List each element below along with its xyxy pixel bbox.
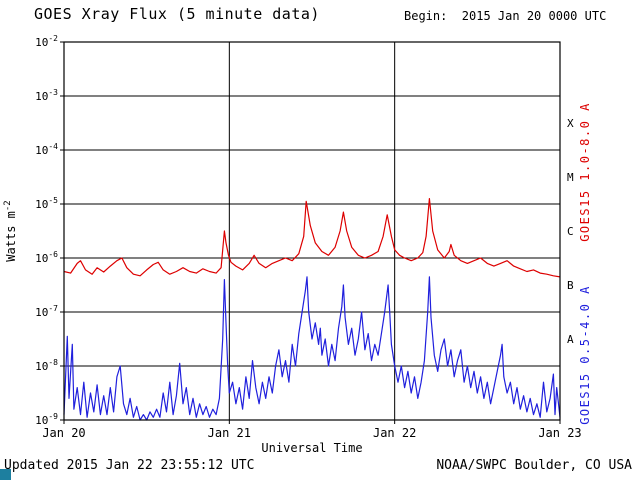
long-channel-line: [63, 198, 561, 278]
long-channel-legend: GOES15 1.0-8.0 A: [578, 102, 592, 242]
flare-class-label: M: [567, 171, 574, 184]
y-tick-label: 10-6: [35, 250, 58, 265]
credit-label: NOAA/SWPC Boulder, CO USA: [436, 458, 632, 473]
short-channel-line: [63, 276, 561, 421]
y-tick-label: 10-3: [35, 88, 58, 103]
flare-class-label: C: [567, 225, 574, 238]
plot-border: [63, 41, 561, 421]
y-axis-title: Watts m-2: [3, 200, 18, 261]
chart-title: GOES Xray Flux (5 minute data): [34, 5, 320, 23]
flare-class-label: B: [567, 279, 574, 292]
y-tick-label: 10-8: [35, 358, 58, 373]
short-channel-legend: GOES15 0.5-4.0 A: [578, 285, 592, 425]
x-tick-label: Jan 21: [208, 426, 251, 440]
y-tick-label: 10-9: [35, 412, 58, 427]
x-axis-title: Universal Time: [261, 441, 362, 455]
corner-marker: [0, 469, 11, 480]
updated-timestamp: Updated 2015 Jan 22 23:55:12 UTC: [4, 458, 255, 473]
y-tick-label: 10-5: [35, 196, 58, 211]
x-tick-label: Jan 22: [373, 426, 416, 440]
y-tick-label: 10-7: [35, 304, 58, 319]
flare-class-label: X: [567, 117, 574, 130]
y-tick-label: 10-4: [35, 142, 58, 157]
x-tick-label: Jan 20: [42, 426, 85, 440]
x-tick-label: Jan 23: [538, 426, 581, 440]
flare-class-label: A: [567, 333, 574, 346]
y-tick-label: 10-2: [35, 34, 58, 49]
begin-time-label: Begin: 2015 Jan 20 0000 UTC: [404, 9, 607, 23]
